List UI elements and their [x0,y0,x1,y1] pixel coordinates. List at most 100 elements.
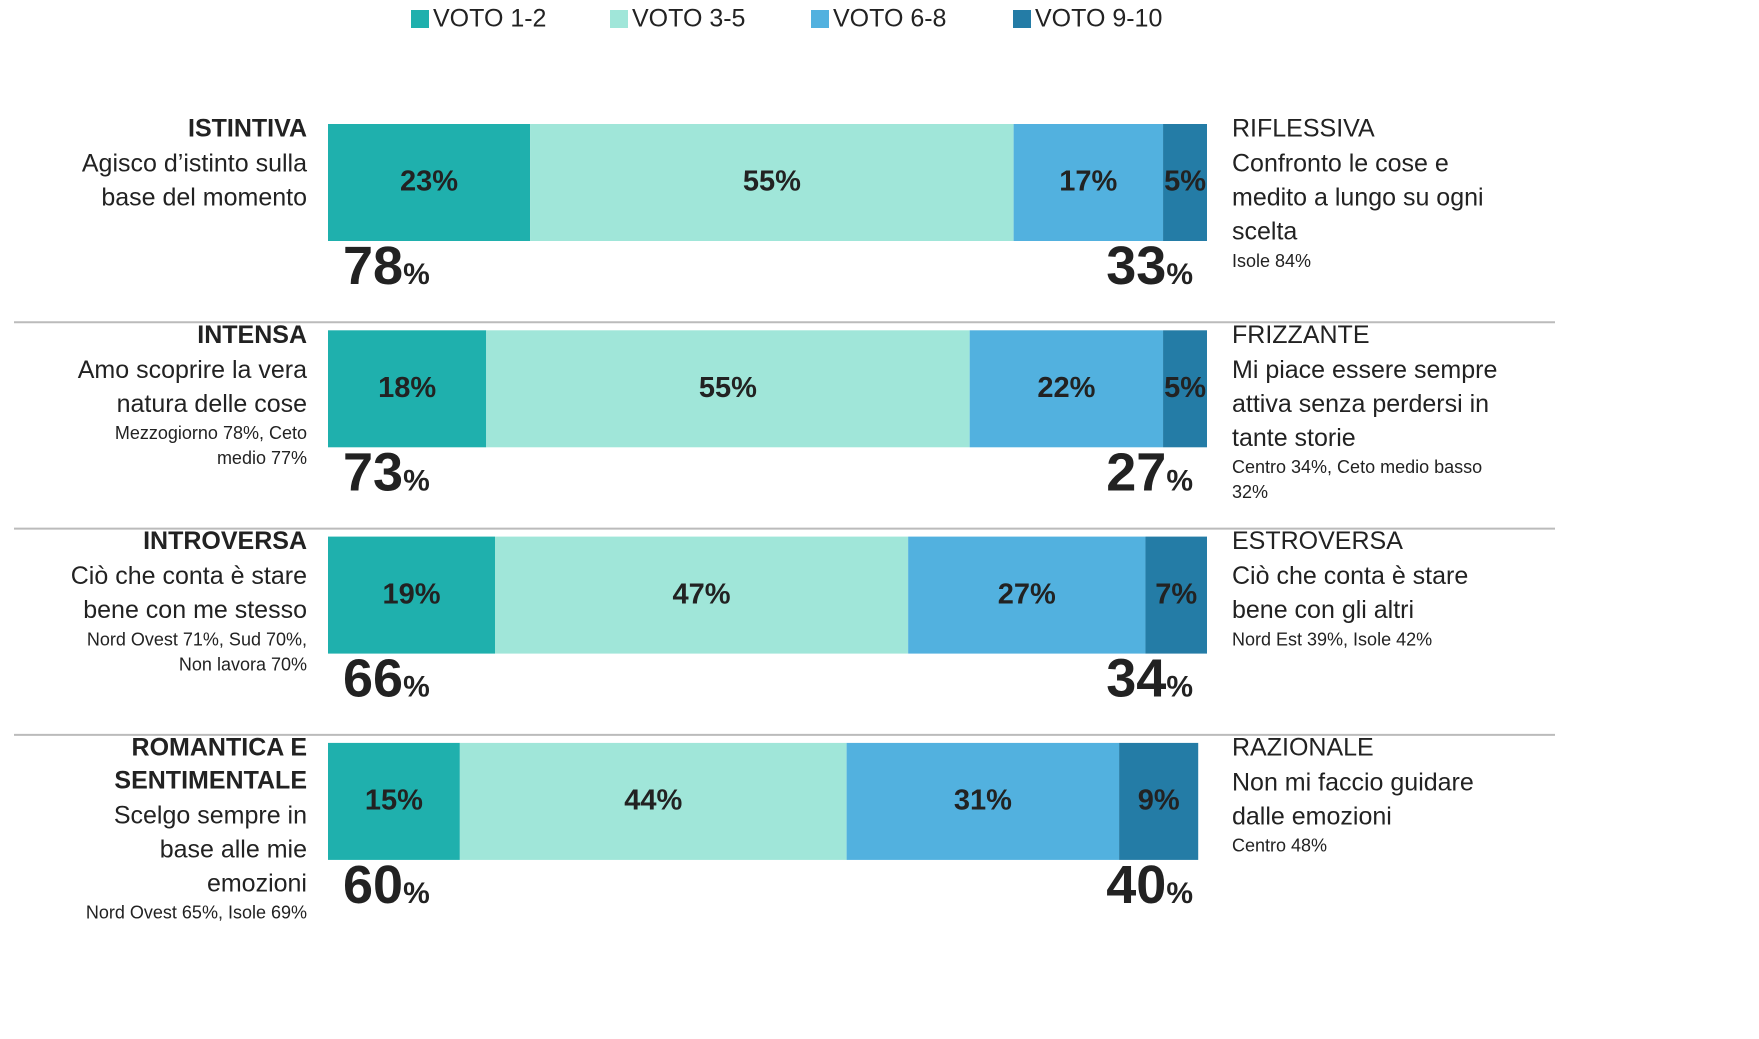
value-label: 55% [743,166,801,198]
left-title: INTROVERSA [143,527,307,555]
right-text: attiva senza perdersi in [1232,390,1489,418]
value-label: 55% [699,372,757,404]
bar-segment [486,330,970,448]
value-label: 17% [1059,166,1117,198]
total-number: 73 [343,443,403,503]
value-label: 47% [673,578,731,610]
left-note: Nord Ovest 65%, Isole 69% [86,903,307,923]
value-label: 23% [400,166,458,198]
right-text: dalle emozioni [1232,803,1392,831]
total-number: 66 [343,649,403,709]
total-unit: % [1166,464,1193,497]
total-unit: % [403,464,430,497]
left-total: 60% [343,855,430,915]
right-note: Centro 48% [1232,836,1327,856]
right-text: Non mi faccio guidare [1232,769,1474,797]
left-note: Mezzogiorno 78%, Ceto [115,423,307,443]
bar-segment [328,536,496,654]
right-note: Centro 34%, Ceto medio basso [1232,457,1482,477]
total-number: 27 [1106,443,1166,503]
left-text: Scelgo sempre in [114,802,307,830]
right-text: bene con gli altri [1232,596,1414,624]
right-title: ESTROVERSA [1232,527,1403,555]
total-number: 60 [343,855,403,915]
total-unit: % [403,671,430,704]
left-title: ISTINTIVA [188,115,307,143]
value-label: 31% [954,785,1012,817]
left-text: Amo scoprire la vera [78,356,307,384]
legend-swatch [610,10,628,28]
bar-segment [969,330,1164,448]
right-text: Ciò che conta è stare [1232,562,1468,590]
right-text: medito a lungo su ogni [1232,184,1484,212]
right-total: 27% [1106,443,1193,503]
value-label: 5% [1164,166,1206,198]
legend-label: VOTO 1-2 [433,5,546,33]
total-number: 78 [343,236,403,296]
total-unit: % [1166,671,1193,704]
total-number: 34 [1106,649,1166,709]
legend-swatch [1013,10,1031,28]
total-number: 40 [1106,855,1166,915]
left-note: Nord Ovest 71%, Sud 70%, [87,629,307,649]
bar-segment [530,124,1014,241]
right-title: FRIZZANTE [1232,321,1370,349]
left-text: bene con me stesso [83,596,307,624]
bar-segment [908,536,1146,654]
left-text: base del momento [101,184,307,212]
right-note: 32% [1232,482,1268,502]
left-total: 73% [343,443,430,503]
bar-segment [1119,742,1199,860]
legend-label: VOTO 3-5 [632,5,745,33]
right-text: tante storie [1232,424,1356,452]
left-text: base alle mie [160,836,307,864]
left-title: ROMANTICA E [132,734,307,762]
right-total: 34% [1106,649,1193,709]
value-label: 15% [365,785,423,817]
legend-swatch [411,10,429,28]
legend-label: VOTO 9-10 [1035,5,1162,33]
total-unit: % [1166,877,1193,910]
right-total: 33% [1106,236,1193,296]
legend-label: VOTO 6-8 [833,5,946,33]
left-note: medio 77% [217,448,307,468]
bar-segment [328,330,487,448]
bar-segment [459,742,847,860]
value-label: 7% [1155,578,1197,610]
bar-segment [328,124,531,241]
right-text: Mi piace essere sempre [1232,356,1497,384]
value-label: 18% [378,372,436,404]
left-title: SENTIMENTALE [114,767,307,795]
right-total: 40% [1106,855,1193,915]
right-text: scelta [1232,218,1297,246]
right-text: Confronto le cose e [1232,150,1449,178]
legend-swatch [811,10,829,28]
bar-segment [1013,124,1164,241]
right-title: RIFLESSIVA [1232,115,1375,143]
bar-segment [1163,330,1207,448]
value-label: 9% [1138,785,1180,817]
total-unit: % [1166,258,1193,291]
left-total: 66% [343,649,430,709]
total-unit: % [403,258,430,291]
bar-segment [846,742,1120,860]
right-title: RAZIONALE [1232,734,1374,762]
value-label: 22% [1037,372,1095,404]
left-note: Non lavora 70% [179,654,307,674]
right-note: Isole 84% [1232,251,1311,271]
value-label: 19% [382,578,440,610]
left-title: INTENSA [197,321,307,349]
value-label: 27% [998,578,1056,610]
bar-segment [495,536,909,654]
right-note: Nord Est 39%, Isole 42% [1232,629,1432,649]
left-total: 78% [343,236,430,296]
left-text: Agisco d’istinto sulla [82,150,307,178]
total-number: 33 [1106,236,1166,296]
total-unit: % [403,877,430,910]
value-label: 5% [1164,372,1206,404]
bar-segment [1145,536,1207,654]
left-text: Ciò che conta è stare [71,562,307,590]
left-text: emozioni [207,870,307,898]
